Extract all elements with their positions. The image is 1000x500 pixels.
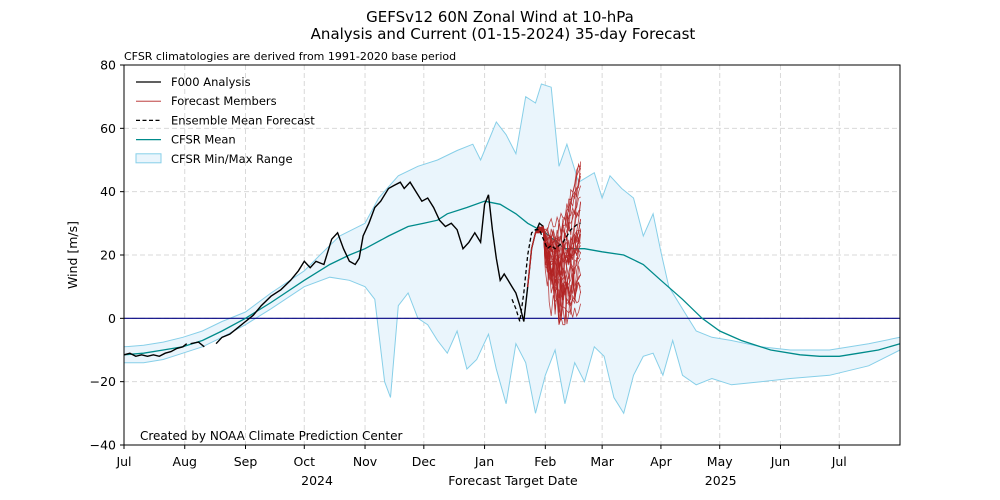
y-tick-label: 20 [100, 248, 116, 263]
legend-label-cfsr_mean: CFSR Mean [171, 133, 236, 147]
forecast-member-line [527, 228, 581, 326]
ensemble-mean-group [511, 222, 581, 322]
x-tick-label: Apr [650, 454, 672, 469]
year-label: 2025 [705, 473, 737, 488]
x-axis-label: Forecast Target Date [448, 473, 578, 488]
x-axis: Jul Aug Sep Oct Nov Dec Jan Feb Mar Apr May Jun Jul 2… [115, 445, 847, 488]
x-tick-label: Jan [474, 454, 494, 469]
x-tick-label: Feb [534, 454, 556, 469]
forecast-member-line [527, 219, 581, 287]
y-tick-label: 80 [100, 58, 116, 73]
y-axis-label: Wind [m/s] [65, 221, 80, 289]
x-tick-label: Oct [293, 454, 315, 469]
x-tick-label: Aug [173, 454, 197, 469]
x-tick-label: Nov [353, 454, 378, 469]
y-tick-label: −20 [90, 374, 116, 389]
climatology-note: CFSR climatologies are derived from 1991… [124, 50, 456, 63]
y-tick-label: 60 [100, 121, 116, 136]
y-tick-label: 40 [100, 184, 116, 199]
x-tick-label: May [707, 454, 733, 469]
x-tick-label: Jun [770, 454, 791, 469]
analysis-line [123, 343, 188, 358]
credit-text: Created by NOAA Climate Prediction Cente… [140, 429, 402, 443]
analysis-line [215, 181, 544, 345]
legend-label-cfsr_range: CFSR Min/Max Range [171, 152, 293, 166]
cfsr-range [123, 83, 901, 415]
legend-label-members: Forecast Members [171, 94, 277, 108]
y-tick-label: 0 [108, 311, 116, 326]
y-axis: −40 −20 0 20 40 60 80 [90, 58, 124, 453]
analysis-group [123, 181, 544, 358]
legend-swatch-cfsr-range [135, 153, 162, 164]
x-tick-label: Jul [831, 454, 847, 469]
y-tick-label: −40 [90, 438, 116, 453]
x-tick-label: Dec [412, 454, 436, 469]
analysis-line [190, 341, 205, 348]
cfsr-min-line [124, 276, 901, 415]
ensemble-mean-line [511, 222, 581, 322]
chart-title: GEFSv12 60N Zonal Wind at 10-hPa [366, 8, 634, 26]
legend-label-ensmean: Ensemble Mean Forecast [171, 113, 315, 127]
x-tick-label: Jul [115, 454, 131, 469]
members-group [527, 161, 581, 326]
cfsr-max-line [123, 83, 901, 351]
chart-subtitle: Analysis and Current (01-15-2024) 35-day… [311, 25, 696, 43]
x-tick-label: Mar [590, 454, 614, 469]
legend-label-analysis: F000 Analysis [171, 75, 251, 89]
cfsr-mean-group [123, 200, 901, 357]
x-tick-label: Sep [234, 454, 258, 469]
cfsr-range-fill [124, 84, 900, 414]
year-label: 2024 [301, 473, 333, 488]
legend: F000 Analysis Forecast Members Ensemble Me… [135, 75, 315, 166]
cfsr-mean-line [123, 200, 901, 357]
